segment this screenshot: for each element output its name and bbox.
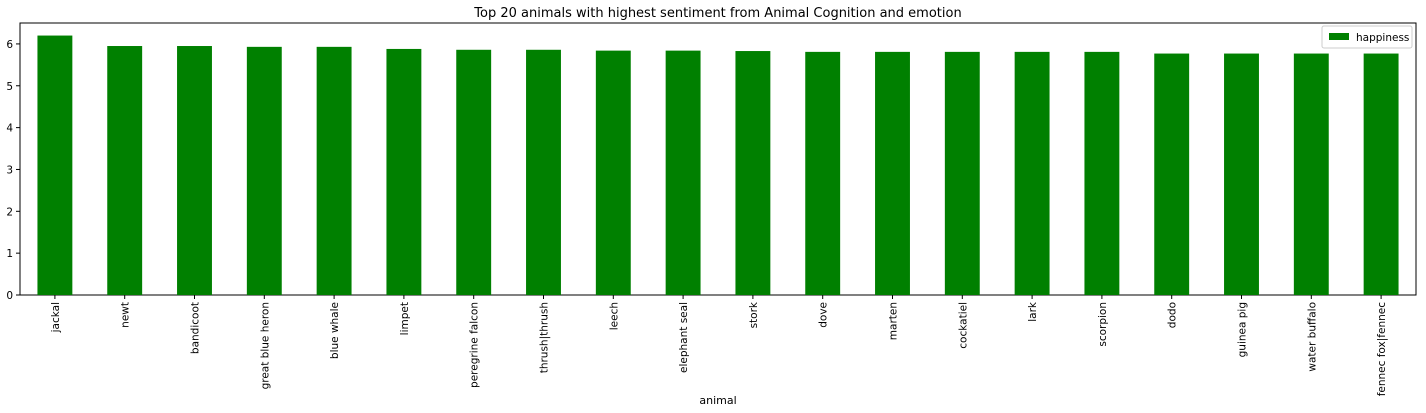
x-tick-label: leech <box>608 302 620 330</box>
bar <box>595 50 631 296</box>
plot-frame <box>19 22 1417 296</box>
bar <box>386 48 422 295</box>
x-tick-label: water buffalo <box>1306 302 1318 372</box>
bar <box>1084 51 1120 296</box>
bar <box>735 51 771 295</box>
bar <box>1224 53 1259 295</box>
bar <box>1293 53 1329 295</box>
x-tick-label: elephant seal <box>678 302 690 373</box>
x-tick-label: cockatiel <box>957 302 969 349</box>
y-tick-label: 3 <box>6 164 13 176</box>
x-tick-label: dodo <box>1167 302 1179 328</box>
x-tick-label: blue whale <box>329 302 341 359</box>
bar <box>944 51 980 296</box>
bar <box>456 49 492 295</box>
bar <box>177 46 212 295</box>
y-tick-label: 4 <box>6 123 13 135</box>
x-tick-label: limpet <box>399 302 411 335</box>
x-axis-label: animal <box>699 394 736 407</box>
bar <box>875 51 910 296</box>
y-tick-label: 0 <box>6 290 13 302</box>
x-tick-label: thrush|thrush <box>539 302 551 373</box>
x-tick-label: stork <box>748 301 760 328</box>
x-tick-label: lark <box>1027 301 1039 322</box>
y-tick-label: 1 <box>6 248 13 260</box>
x-tick-label: peregrine falcon <box>469 302 481 388</box>
bar <box>805 51 841 296</box>
x-tick-label: guinea pig <box>1237 302 1249 357</box>
legend-label: happiness <box>1356 32 1409 44</box>
bar <box>1363 53 1399 295</box>
x-tick-label: bandicoot <box>190 302 202 354</box>
x-tick-label: great blue heron <box>259 302 271 389</box>
bar <box>316 46 352 295</box>
bar <box>37 35 73 296</box>
chart-title: Top 20 animals with highest sentiment fr… <box>473 6 961 21</box>
y-tick-label: 2 <box>6 206 13 218</box>
x-tick-label: jackal <box>50 302 62 333</box>
bar <box>107 46 143 295</box>
bar <box>246 46 282 295</box>
x-tick-label: scorpion <box>1097 302 1109 347</box>
y-axis: 0 1 2 3 4 5 6 <box>6 39 20 302</box>
plot-area <box>19 22 1417 296</box>
x-tick-label: newt <box>120 302 132 328</box>
legend: happiness <box>1321 25 1413 49</box>
legend-box <box>1321 25 1413 49</box>
bar <box>1014 51 1050 296</box>
y-tick-label: 6 <box>6 39 13 51</box>
bar <box>1154 53 1190 295</box>
bar <box>665 50 701 296</box>
bars-group <box>37 35 1399 296</box>
bar <box>526 49 561 295</box>
legend-swatch <box>1329 33 1349 40</box>
x-axis: jackal newt bandicoot great blue heron blue … <box>50 295 1388 396</box>
x-tick-label: fennec fox|fennec <box>1376 302 1388 397</box>
y-tick-label: 5 <box>6 81 13 93</box>
x-tick-label: marten <box>888 302 900 340</box>
x-tick-label: dove <box>818 302 830 328</box>
